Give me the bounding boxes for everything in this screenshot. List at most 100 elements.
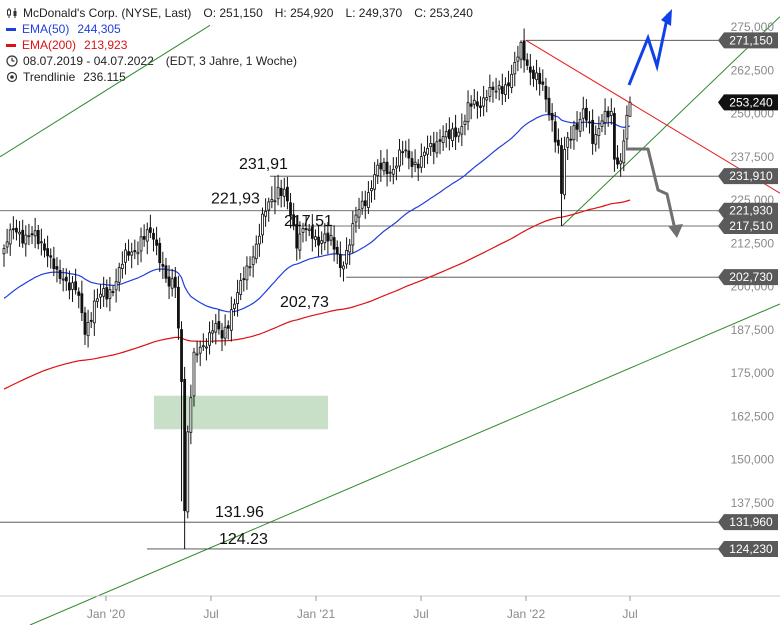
candle-body [71,282,74,290]
level-label: 202,73 [280,294,329,311]
candle-body [447,129,451,139]
candle-body [102,288,106,297]
candle-body [108,289,112,299]
candle-body [323,233,327,244]
y-tick-label: 150,000 [731,453,775,467]
candle-body [208,332,211,346]
candle-body [233,303,236,310]
x-tick-label: Jan '21 [297,607,336,621]
candle-body [46,248,50,257]
price-badge [718,32,778,49]
price-badge-label: 131,960 [729,515,773,529]
candle-body [494,90,498,93]
candle-body [58,270,62,279]
candle-body [569,138,573,141]
candle-body [435,141,439,154]
candle-body [2,248,6,255]
candle-body [270,198,274,203]
candle-body [124,249,127,263]
x-tick-label: Jul [203,607,218,621]
price-badge-label: 217,510 [729,219,773,233]
candle-body [519,41,523,60]
candle-body [584,107,588,121]
price-badge-label: 202,730 [729,270,773,284]
legend-ema50-row: EMA(50) 244,305 [6,21,473,37]
candle-body [338,254,342,268]
candle-body [27,235,31,238]
candle-body [8,229,12,245]
candle-body [360,200,364,209]
candle-body [226,325,230,329]
candle-body [80,293,84,314]
candle-body [39,241,43,244]
candle-body [11,228,15,231]
candle-body [292,214,296,227]
candle-body [550,112,554,121]
candle-body [18,231,21,235]
candle-body [600,120,604,127]
candle-body [572,125,576,141]
candle-body [376,164,380,177]
candle-body [77,291,81,296]
candle-body [423,151,426,156]
ohlc-open: O: 251,150 [203,6,263,20]
x-tick-label: Jul [413,607,428,621]
x-tick-label: Jan '22 [507,607,546,621]
candle-body [220,330,224,339]
candle-body [342,265,345,270]
candle-body [335,246,339,255]
candle-body [310,226,314,239]
candle-body [276,186,280,200]
trend-label: Trendlinie [23,70,76,84]
candle-body [426,147,429,155]
legend-range-row: 08.07.2019 - 04.07.2022 (EDT, 3 Jahre, 1… [6,53,473,69]
candle-body [161,264,165,267]
candle-body [472,99,476,105]
candle-body [52,258,56,270]
candle-body [388,171,392,174]
candle-body [581,108,585,119]
candle-body [189,397,193,433]
candle-body [273,200,277,203]
candle-body [21,229,25,244]
candle-body [616,157,619,165]
candle-body [201,345,205,348]
candle-body [528,66,532,73]
candle-body [497,85,501,90]
candle-body [236,292,239,304]
candle-body [198,346,202,354]
y-tick-label: 175,000 [731,366,775,380]
price-badge-label: 221,930 [729,204,773,218]
candle-body [451,128,454,141]
candle-body [485,97,489,101]
candle-body [329,235,333,241]
price-badge [718,202,778,219]
candle-body [229,309,233,331]
symbol-title: McDonald's Corp. (NYSE, Last) [23,6,192,20]
ema50-line [3,114,631,313]
candle-body [401,151,405,154]
candle-body [332,237,336,250]
level-label: 231,91 [239,156,288,173]
ema200-line [3,199,631,390]
candle-body [251,256,255,266]
candle-body [298,233,302,251]
candle-body [130,251,134,256]
candle-body [354,214,358,223]
candle-body [504,84,507,95]
candle-body [575,123,579,130]
price-badge [718,540,778,557]
candle-body [594,134,598,145]
candle-body [525,59,529,66]
candle-body [177,286,180,329]
candle-body [30,233,34,236]
candle-body [532,69,535,79]
candle-body [223,326,227,339]
ohlc-high: H: 254,920 [274,6,334,20]
candle-body [591,119,595,144]
candle-body [117,267,121,283]
ema200-label: EMA(200) [22,38,77,52]
target-icon [6,71,18,83]
candle-body [289,202,292,216]
